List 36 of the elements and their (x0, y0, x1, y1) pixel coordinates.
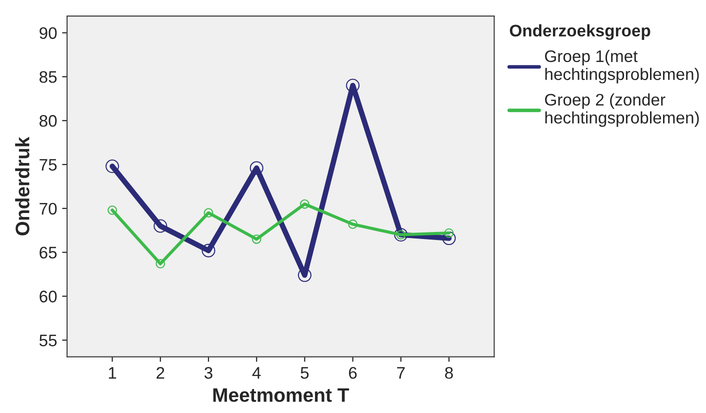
y-tick-label: 60 (40, 290, 57, 302)
x-tick-label: 1 (108, 367, 116, 379)
point (298, 268, 312, 282)
y-axis-title: Onderdruk (15, 136, 30, 236)
y-tick-label: 65 (40, 246, 57, 259)
point (444, 228, 454, 238)
x-tick-label: 4 (252, 367, 261, 379)
legend-title: Onderzoeksgroep (510, 24, 650, 40)
legend-label: Groep 1(met hechtingsproblemen) (545, 50, 699, 84)
x-tick-label: 7 (397, 367, 405, 379)
x-axis-title: Meetmoment T (213, 388, 350, 402)
y-tick-label: 90 (40, 27, 57, 39)
point (442, 232, 456, 246)
point (348, 220, 358, 229)
point (154, 219, 168, 233)
x-tick-label: 6 (349, 366, 357, 379)
y-tick-label: 75 (40, 159, 57, 171)
y-tick-label: 85 (40, 71, 57, 83)
x-tick-label: 2 (156, 366, 164, 379)
x-tick-label: 3 (204, 366, 212, 379)
point (252, 234, 262, 244)
point (106, 160, 120, 174)
point (394, 228, 408, 242)
point (202, 244, 216, 258)
x-tick-label: 5 (300, 367, 309, 379)
y-tick-label: 55 (39, 334, 57, 346)
y-tick-label: 70 (40, 202, 57, 215)
point (156, 259, 166, 268)
y-tick-label: 80 (40, 115, 57, 127)
legend-label: Groep 2 (zonder hechtingsproblemen) (545, 93, 699, 127)
point (300, 199, 310, 209)
x-tick-label: 8 (445, 366, 453, 379)
point (108, 205, 117, 215)
point (250, 161, 264, 175)
point (204, 208, 214, 218)
point (346, 78, 360, 92)
